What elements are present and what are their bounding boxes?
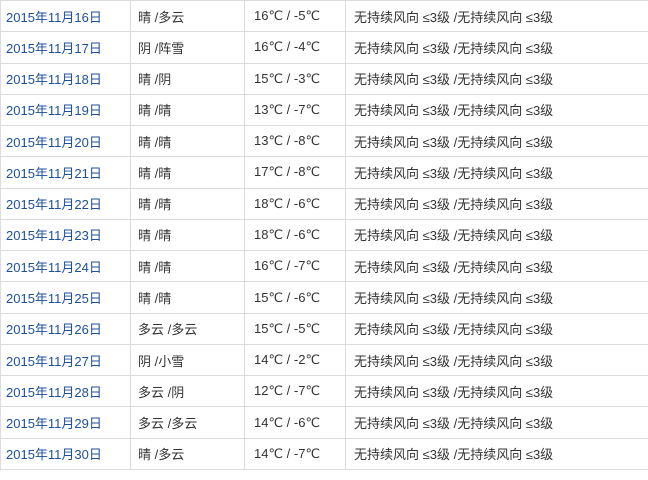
- weather-text: 晴 /多云: [131, 1, 245, 32]
- table-row: 2015年11月22日 晴 /晴 18℃ / -6℃ 无持续风向 ≤3级 /无持…: [1, 188, 648, 220]
- date-link[interactable]: 2015年11月20日: [1, 126, 131, 157]
- wind-text: 无持续风向 ≤3级 /无持续风向 ≤3级: [354, 134, 554, 150]
- table-row: 2015年11月25日 晴 /晴 15℃ / -6℃ 无持续风向 ≤3级 /无持…: [1, 282, 648, 314]
- temperature-text: 18℃ / -6℃: [245, 188, 346, 219]
- temperature-text: 14℃ / -7℃: [245, 438, 346, 469]
- wind-text: 无持续风向 ≤3级 /无持续风向 ≤3级: [354, 103, 554, 119]
- date-link[interactable]: 2015年11月16日: [1, 1, 131, 32]
- wind-text: 无持续风向 ≤3级 /无持续风向 ≤3级: [354, 416, 554, 432]
- wind-text: 无持续风向 ≤3级 /无持续风向 ≤3级: [354, 322, 554, 338]
- temperature-text: 18℃ / -6℃: [245, 219, 346, 251]
- temperature-text: 16℃ / -4℃: [245, 32, 346, 63]
- wind-text: 无持续风向 ≤3级 /无持续风向 ≤3级: [354, 259, 554, 275]
- table-row: 2015年11月24日 晴 /晴 16℃ / -7℃ 无持续风向 ≤3级 /无持…: [1, 251, 648, 283]
- weather-text: 晴 /晴: [131, 251, 245, 282]
- temperature-text: 13℃ / -8℃: [245, 126, 346, 157]
- date-link[interactable]: 2015年11月30日: [1, 438, 131, 469]
- weather-text: 晴 /晴: [131, 282, 245, 313]
- weather-text: 晴 /晴: [131, 94, 245, 126]
- weather-text: 晴 /晴: [131, 188, 245, 219]
- date-link[interactable]: 2015年11月23日: [1, 219, 131, 251]
- table-row: 2015年11月29日 多云 /多云 14℃ / -6℃ 无持续风向 ≤3级 /…: [1, 407, 648, 439]
- date-link[interactable]: 2015年11月19日: [1, 94, 131, 126]
- table-row: 2015年11月18日 晴 /阴 15℃ / -3℃ 无持续风向 ≤3级 /无持…: [1, 63, 648, 95]
- weather-text: 晴 /阴: [131, 63, 245, 94]
- wind-text: 无持续风向 ≤3级 /无持续风向 ≤3级: [354, 72, 554, 88]
- wind-text: 无持续风向 ≤3级 /无持续风向 ≤3级: [354, 384, 554, 400]
- table-row: 2015年11月21日 晴 /晴 17℃ / -8℃ 无持续风向 ≤3级 /无持…: [1, 157, 648, 189]
- temperature-text: 16℃ / -5℃: [245, 1, 346, 32]
- weather-text: 晴 /晴: [131, 126, 245, 157]
- temperature-text: 12℃ / -7℃: [245, 376, 346, 407]
- weather-text: 多云 /阴: [131, 376, 245, 407]
- weather-text: 多云 /多云: [131, 313, 245, 344]
- table-row: 2015年11月26日 多云 /多云 15℃ / -5℃ 无持续风向 ≤3级 /…: [1, 313, 648, 345]
- temperature-text: 13℃ / -7℃: [245, 94, 346, 126]
- date-link[interactable]: 2015年11月29日: [1, 407, 131, 438]
- wind-text: 无持续风向 ≤3级 /无持续风向 ≤3级: [354, 165, 554, 181]
- weather-text: 晴 /晴: [131, 157, 245, 188]
- date-link[interactable]: 2015年11月17日: [1, 32, 131, 63]
- temperature-text: 16℃ / -7℃: [245, 251, 346, 282]
- weather-text: 晴 /多云: [131, 438, 245, 469]
- date-link[interactable]: 2015年11月28日: [1, 376, 131, 407]
- wind-text: 无持续风向 ≤3级 /无持续风向 ≤3级: [354, 353, 554, 369]
- temperature-text: 15℃ / -6℃: [245, 282, 346, 313]
- temperature-text: 14℃ / -2℃: [245, 344, 346, 376]
- date-link[interactable]: 2015年11月24日: [1, 251, 131, 282]
- table-row: 2015年11月17日 阴 /阵雪 16℃ / -4℃ 无持续风向 ≤3级 /无…: [1, 32, 648, 64]
- table-row: 2015年11月20日 晴 /晴 13℃ / -8℃ 无持续风向 ≤3级 /无持…: [1, 126, 648, 158]
- table-row: 2015年11月19日 晴 /晴 13℃ / -7℃ 无持续风向 ≤3级 /无持…: [1, 94, 648, 127]
- table-row: 2015年11月23日 晴 /晴 18℃ / -6℃ 无持续风向 ≤3级 /无持…: [1, 219, 648, 252]
- date-link[interactable]: 2015年11月25日: [1, 282, 131, 313]
- wind-text: 无持续风向 ≤3级 /无持续风向 ≤3级: [354, 228, 554, 244]
- table-row: 2015年11月27日 阴 /小雪 14℃ / -2℃ 无持续风向 ≤3级 /无…: [1, 344, 648, 377]
- temperature-text: 14℃ / -6℃: [245, 407, 346, 438]
- weather-text: 阴 /阵雪: [131, 32, 245, 63]
- date-link[interactable]: 2015年11月27日: [1, 344, 131, 376]
- temperature-text: 15℃ / -5℃: [245, 313, 346, 344]
- weather-text: 多云 /多云: [131, 407, 245, 438]
- wind-text: 无持续风向 ≤3级 /无持续风向 ≤3级: [354, 197, 554, 213]
- table-row: 2015年11月28日 多云 /阴 12℃ / -7℃ 无持续风向 ≤3级 /无…: [1, 376, 648, 408]
- weather-history-table: 2015年11月16日 晴 /多云 16℃ / -5℃ 无持续风向 ≤3级 /无…: [0, 0, 648, 470]
- weather-text: 晴 /晴: [131, 219, 245, 251]
- wind-text: 无持续风向 ≤3级 /无持续风向 ≤3级: [354, 291, 554, 307]
- date-link[interactable]: 2015年11月26日: [1, 313, 131, 344]
- date-link[interactable]: 2015年11月21日: [1, 157, 131, 188]
- temperature-text: 17℃ / -8℃: [245, 157, 346, 188]
- wind-text: 无持续风向 ≤3级 /无持续风向 ≤3级: [354, 40, 554, 56]
- table-row: 2015年11月30日 晴 /多云 14℃ / -7℃ 无持续风向 ≤3级 /无…: [1, 438, 648, 470]
- weather-text: 阴 /小雪: [131, 344, 245, 376]
- wind-text: 无持续风向 ≤3级 /无持续风向 ≤3级: [354, 447, 554, 463]
- date-link[interactable]: 2015年11月18日: [1, 63, 131, 94]
- temperature-text: 15℃ / -3℃: [245, 63, 346, 94]
- date-link[interactable]: 2015年11月22日: [1, 188, 131, 219]
- table-row: 2015年11月16日 晴 /多云 16℃ / -5℃ 无持续风向 ≤3级 /无…: [1, 1, 648, 33]
- wind-text: 无持续风向 ≤3级 /无持续风向 ≤3级: [354, 9, 554, 25]
